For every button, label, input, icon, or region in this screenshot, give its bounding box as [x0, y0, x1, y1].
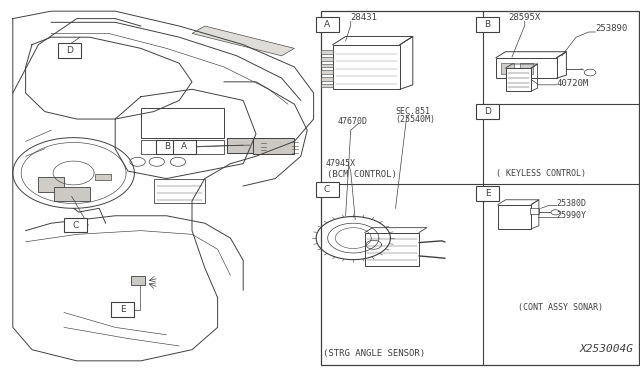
Text: X253004G: X253004G — [580, 343, 634, 353]
Bar — [506, 68, 531, 91]
Bar — [316, 17, 339, 32]
Bar — [321, 70, 333, 74]
Bar — [321, 57, 333, 61]
Text: 47670D: 47670D — [337, 116, 367, 125]
Bar — [316, 182, 339, 197]
Text: 47945X: 47945X — [325, 158, 355, 167]
Text: 28595X: 28595X — [509, 13, 541, 22]
Bar — [321, 77, 333, 81]
Text: ( KEYLESS CONTROL): ( KEYLESS CONTROL) — [496, 169, 586, 177]
Text: B: B — [484, 20, 491, 29]
Text: 25990Y: 25990Y — [557, 211, 587, 219]
Text: D: D — [484, 107, 491, 116]
Bar — [476, 186, 499, 201]
Text: (CONT ASSY SONAR): (CONT ASSY SONAR) — [518, 302, 602, 311]
Text: A: A — [324, 20, 330, 29]
Text: E: E — [485, 189, 490, 198]
Text: (BCM CONTROL): (BCM CONTROL) — [326, 170, 397, 179]
Bar — [131, 276, 145, 285]
Bar — [111, 302, 134, 317]
Text: 40720M: 40720M — [557, 79, 589, 88]
Bar — [498, 205, 531, 229]
Text: 25380D: 25380D — [557, 199, 587, 208]
Bar — [365, 232, 419, 266]
Bar — [38, 177, 64, 192]
Bar — [227, 138, 262, 153]
Bar — [321, 50, 333, 54]
Polygon shape — [192, 26, 294, 56]
Text: E: E — [120, 305, 125, 314]
Bar — [95, 174, 111, 180]
Text: SEC.851: SEC.851 — [396, 107, 431, 116]
Text: C: C — [324, 185, 330, 194]
Bar — [476, 104, 499, 119]
Text: A: A — [181, 142, 188, 151]
Bar — [476, 17, 499, 32]
Bar — [496, 58, 557, 78]
Bar — [501, 63, 514, 74]
Text: D: D — [66, 46, 72, 55]
Bar — [321, 11, 639, 365]
Bar — [58, 43, 81, 58]
Bar — [154, 179, 205, 203]
Bar — [321, 64, 333, 67]
Bar — [253, 138, 294, 154]
Bar — [54, 187, 90, 201]
Text: (STRG ANGLE SENSOR): (STRG ANGLE SENSOR) — [323, 349, 426, 358]
Text: (25540M): (25540M) — [396, 115, 435, 124]
Text: B: B — [164, 142, 171, 151]
Text: C: C — [72, 221, 79, 230]
Bar — [173, 140, 196, 154]
Bar — [141, 108, 224, 138]
Bar — [520, 63, 533, 74]
Text: 253890: 253890 — [595, 24, 627, 33]
Bar — [141, 140, 224, 154]
Bar — [333, 45, 400, 89]
Bar — [64, 218, 87, 232]
Text: 28431: 28431 — [351, 13, 378, 22]
Bar — [321, 84, 333, 87]
Bar — [530, 208, 539, 214]
Bar — [156, 140, 179, 154]
